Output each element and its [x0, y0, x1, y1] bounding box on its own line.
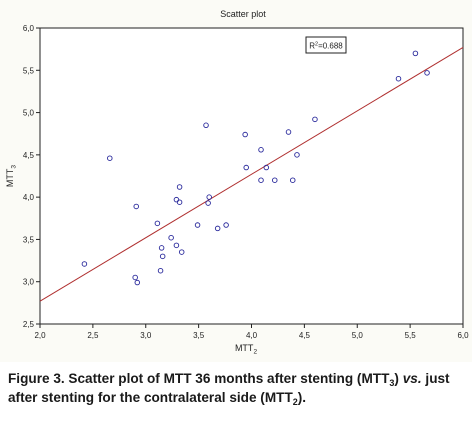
data-point: [173, 242, 180, 249]
r-squared-sup: 2: [315, 42, 318, 48]
r-squared-rest: =0.688: [318, 42, 343, 51]
y-tick-label: 4,5: [23, 151, 35, 160]
y-tick-label: 5,0: [23, 109, 35, 118]
chart-title: Scatter plot: [220, 9, 266, 19]
data-point: [132, 274, 138, 281]
data-point: [158, 245, 165, 251]
data-point: [154, 220, 161, 227]
data-point: [178, 249, 185, 255]
x-axis-title-main: MTT: [235, 343, 254, 353]
x-tick-label: 2,5: [87, 331, 99, 340]
regression-line: [39, 47, 464, 302]
data-point: [258, 177, 264, 183]
caption-part1: Figure 3. Scatter plot of MTT 36 months …: [8, 371, 390, 386]
r-squared-box: [305, 36, 347, 54]
data-points: [81, 50, 430, 286]
caption-sub2: 2: [292, 397, 298, 407]
x-tick-label: 2,0: [34, 331, 46, 340]
r-squared-main: R: [309, 42, 315, 51]
x-axis: 2,0 2,5 3,0 3,5 4,0 4,5 5,0 5,5 6,0: [34, 324, 469, 340]
x-axis-title: MTT2: [235, 343, 258, 356]
y-tick-label: 2,5: [23, 320, 35, 329]
data-point: [134, 279, 141, 286]
data-point: [258, 147, 264, 153]
data-point: [133, 203, 139, 210]
data-point: [168, 234, 174, 241]
x-tick-label: 5,5: [405, 331, 417, 340]
data-point: [157, 267, 164, 274]
x-tick-label: 4,5: [299, 331, 311, 340]
caption-part4: ).: [297, 390, 307, 405]
caption-sub1: 3: [389, 378, 395, 388]
data-point: [263, 164, 270, 171]
data-point: [176, 184, 183, 190]
caption-part2: ): [394, 371, 403, 386]
data-point: [176, 199, 183, 205]
y-tick-label: 5,5: [23, 66, 35, 75]
caption-italic: vs.: [402, 371, 422, 386]
data-point: [289, 177, 296, 183]
y-axis-title-main: MTT: [5, 168, 15, 187]
data-point: [242, 131, 248, 138]
data-point: [214, 225, 221, 232]
data-point: [206, 194, 212, 200]
y-axis-title-sub: 3: [11, 165, 18, 169]
x-axis-title-sub: 2: [253, 349, 257, 356]
x-tick-label: 3,0: [140, 331, 152, 340]
data-point: [294, 152, 300, 158]
data-point: [203, 122, 209, 129]
x-tick-label: 5,0: [352, 331, 364, 340]
data-point: [312, 116, 318, 123]
scatter-chart: Scatter plot 2,0 2,5 3,0 3,5 4,0 4,5 5,0 5,5 6,0…: [5, 9, 469, 356]
y-axis-title: MTT3: [5, 165, 18, 188]
y-tick-label: 3,0: [23, 278, 35, 287]
data-point: [395, 75, 402, 82]
data-point: [424, 70, 430, 76]
data-point: [81, 261, 88, 267]
data-point: [205, 200, 211, 206]
r-squared-text: R2=0.688: [309, 42, 343, 51]
x-tick-label: 4,0: [246, 331, 258, 340]
data-point: [285, 129, 292, 135]
data-point: [243, 164, 249, 171]
data-point: [159, 253, 166, 260]
y-tick-label: 4,0: [23, 193, 35, 202]
r-squared-annotation: R2=0.688: [305, 36, 347, 54]
plot-area: [39, 27, 464, 325]
caption-part3: just after stenting for the contralatera…: [8, 371, 450, 405]
data-point: [272, 177, 278, 183]
y-tick-label: 3,5: [23, 235, 35, 244]
data-point: [194, 222, 201, 228]
figure-caption: Figure 3. Scatter plot of MTT 36 months …: [8, 369, 468, 407]
data-point: [223, 222, 229, 228]
x-tick-label: 6,0: [457, 331, 469, 340]
data-point: [412, 50, 419, 57]
data-point: [107, 155, 113, 161]
x-tick-label: 3,5: [193, 331, 205, 340]
y-tick-label: 6,0: [23, 24, 35, 33]
y-axis: 2,5 3,0 3,5 4,0 4,5 5,0 5,5 6,0: [23, 24, 40, 329]
